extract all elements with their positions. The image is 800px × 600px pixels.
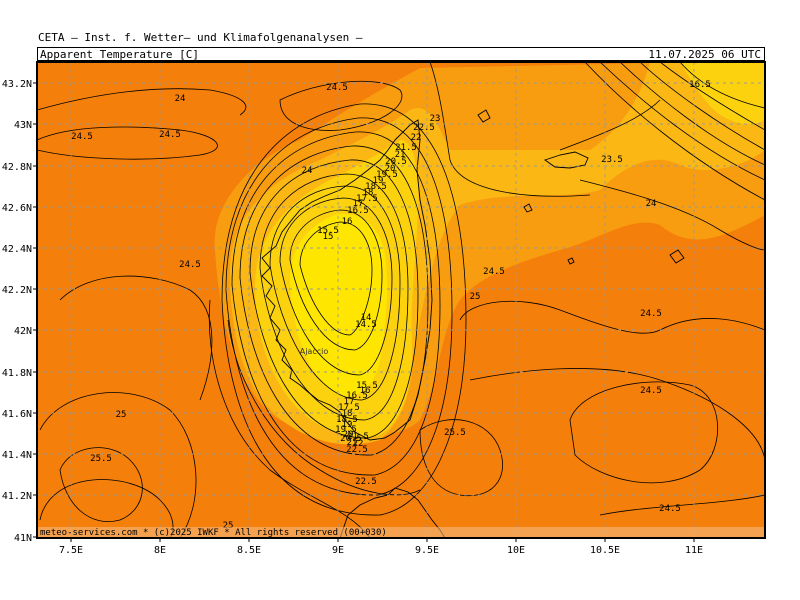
contour-label: 18.5 xyxy=(336,415,358,425)
contour-label: 24 xyxy=(646,199,657,209)
contour-label: 21 xyxy=(395,150,406,160)
contour-label: 16.5 xyxy=(347,206,369,216)
elba-coastline xyxy=(544,151,589,169)
contour-label: 25 xyxy=(116,410,127,420)
contour-label: 24.5 xyxy=(71,132,93,142)
isotherm-lines xyxy=(37,62,765,538)
lon-label: 8E xyxy=(154,545,166,556)
footer-strip xyxy=(38,527,764,537)
contour-label: 19.5 xyxy=(335,425,357,435)
contour-label: 24.5 xyxy=(659,504,681,514)
lat-label: 42.8N xyxy=(2,162,32,173)
contour-label: 22.5 xyxy=(346,445,368,455)
contour-label: 17 xyxy=(353,199,364,209)
lon-label: 10.5E xyxy=(590,545,620,556)
lat-label: 41.4N xyxy=(2,450,32,461)
contour-label: 24.5 xyxy=(640,309,662,319)
contour-label: 16.5 xyxy=(346,391,368,401)
contour-label: 25.5 xyxy=(90,454,112,464)
lat-labels: 43.2N 43N 42.8N 42.6N 42.4N 42.2N 42N 41… xyxy=(2,79,32,544)
contour-label: 24.5 xyxy=(159,130,181,140)
title-bar: Apparent_Temperature_[C] 11.07.2025 06 U… xyxy=(37,47,765,61)
contour-label: 21.5 xyxy=(395,143,417,153)
lon-labels: 7.5E 8E 8.5E 9E 9.5E 10E 10.5E 11E xyxy=(59,545,703,556)
temperature-field xyxy=(37,62,765,538)
contour-label: 18 xyxy=(363,188,374,198)
contour-label: 17.5 xyxy=(356,194,378,204)
island-capraia xyxy=(477,109,491,123)
contour-label: 24 xyxy=(175,94,186,104)
lat-label: 41N xyxy=(14,533,32,544)
contour-label: 22 xyxy=(353,439,364,449)
contour-label: 15.5 xyxy=(317,226,339,236)
lat-label: 42.6N xyxy=(2,203,32,214)
contour-label: 18 xyxy=(342,409,353,419)
island-pianosa xyxy=(523,203,533,213)
lon-label: 10E xyxy=(507,545,525,556)
corsica-coastline xyxy=(261,119,433,441)
contour-label: 16 xyxy=(342,217,353,227)
contour-label: 21 xyxy=(347,438,358,448)
lat-label: 41.8N xyxy=(2,368,32,379)
contour-labels: 24.5 24 24.5 24.5 16.5 23 22.5 22 21.5 2… xyxy=(71,80,711,531)
contour-label: 24.5 xyxy=(640,386,662,396)
lat-label: 42.2N xyxy=(2,285,32,296)
contour-label: 20 xyxy=(385,164,396,174)
contour-label: 17 xyxy=(344,397,355,407)
lat-label: 43.2N xyxy=(2,79,32,90)
contour-label: 14.5 xyxy=(355,320,377,330)
contour-label: 24 xyxy=(302,166,313,176)
lat-label: 42N xyxy=(14,326,32,337)
contour-label: 15 xyxy=(323,232,334,242)
lat-label: 43N xyxy=(14,120,32,131)
graticule xyxy=(37,62,765,538)
contour-label: 24.5 xyxy=(326,83,348,93)
contour-label: 16.5 xyxy=(689,80,711,90)
contour-label: 22 xyxy=(411,133,422,143)
contour-label: 22.5 xyxy=(413,123,435,133)
contour-label: 18.5 xyxy=(365,182,387,192)
lat-label: 41.6N xyxy=(2,409,32,420)
contour-label: 25.5 xyxy=(444,428,466,438)
footer-credit: meteo-services.com * (c)2025 IWKF * All … xyxy=(40,528,387,538)
valid-time: 11.07.2025 06 UTC xyxy=(648,48,761,61)
contour-label: 25 xyxy=(470,292,481,302)
lon-label: 9.5E xyxy=(415,545,439,556)
lat-label: 41.2N xyxy=(2,491,32,502)
lon-label: 8.5E xyxy=(237,545,261,556)
sardinia-coastline xyxy=(339,487,446,538)
contour-label: 14 xyxy=(361,313,372,323)
contour-label: 19.5 xyxy=(376,170,398,180)
place-label-ajaccio: Ajaccio xyxy=(300,347,329,356)
contour-label: 21.5 xyxy=(347,432,369,442)
variable-title: Apparent_Temperature_[C] xyxy=(40,48,199,61)
lon-label: 7.5E xyxy=(59,545,83,556)
contour-label: 24.5 xyxy=(483,267,505,277)
contour-label: 16 xyxy=(360,386,371,396)
header-source: CETA – Inst. f. Wetter– und Klimafolgena… xyxy=(38,31,363,44)
contour-label: 23 xyxy=(430,114,441,124)
contour-label: 17.5 xyxy=(338,403,360,413)
contour-label: 20.5 xyxy=(385,157,407,167)
contour-label: 25 xyxy=(223,521,234,531)
contour-label: 15.5 xyxy=(356,381,378,391)
axis-ticks xyxy=(33,82,695,542)
lon-label: 11E xyxy=(685,545,703,556)
island-montecristo xyxy=(567,257,575,265)
band-high xyxy=(290,214,388,396)
contour-label: 19 xyxy=(342,420,353,430)
band-ne xyxy=(680,62,765,124)
contour-label: 20 xyxy=(343,430,354,440)
map-frame xyxy=(36,61,766,539)
lon-label: 9E xyxy=(332,545,344,556)
contour-label: 24.5 xyxy=(179,260,201,270)
contour-label: 22.5 xyxy=(355,477,377,487)
island-giglio xyxy=(669,249,685,264)
contour-label: 19 xyxy=(373,176,384,186)
lat-label: 42.4N xyxy=(2,244,32,255)
contour-label: 23.5 xyxy=(601,155,623,165)
contour-label: 20.5 xyxy=(340,434,362,444)
